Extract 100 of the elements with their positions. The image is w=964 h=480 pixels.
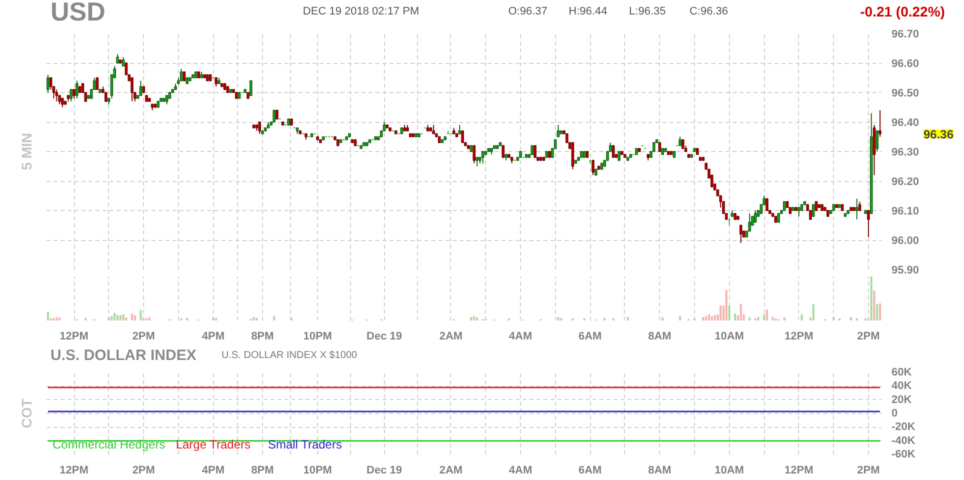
bar: [708, 314, 710, 320]
bar: [714, 315, 716, 320]
x-tick-label: 10AM: [714, 330, 744, 342]
x-tick-label: 4PM: [202, 330, 225, 342]
bar: [850, 316, 852, 320]
bar: [56, 317, 58, 320]
x-tick-label: 8AM: [648, 330, 672, 342]
y-tick-label: -20K: [892, 421, 916, 434]
bar: [740, 304, 742, 320]
text: -0.21 (0.22%): [860, 4, 945, 20]
x-tick-label: 10AM: [714, 464, 744, 476]
y-tick-label: 0: [892, 408, 898, 420]
bar: [84, 318, 87, 320]
text: O:96.37: [508, 6, 548, 18]
candlestick: [472, 145, 476, 164]
candlestick: [502, 145, 505, 158]
bar: [873, 290, 876, 320]
text: H:96.44: [568, 6, 608, 18]
candlestick: [461, 130, 464, 144]
bar: [728, 306, 730, 320]
bar: [705, 316, 708, 320]
x-tick-label: 4PM: [202, 464, 225, 476]
candlestick: [867, 210, 870, 238]
candlestick: [878, 110, 882, 138]
x-tick-label: 4AM: [508, 464, 532, 476]
x-tick-label: 2PM: [857, 464, 880, 476]
candlestick: [55, 89, 58, 102]
y-axis-title: COT: [18, 398, 34, 428]
x-tick-label: 10PM: [303, 464, 332, 476]
bar: [125, 317, 128, 320]
bar: [148, 317, 150, 320]
bar: [110, 316, 113, 320]
candlestick: [96, 77, 99, 90]
bar: [186, 318, 188, 320]
x-tick-label: 8AM: [648, 464, 672, 476]
text: Large Traders: [176, 438, 251, 452]
y-tick-label: -40K: [892, 434, 916, 447]
bar: [763, 314, 766, 320]
candlestick: [534, 145, 536, 158]
bar: [252, 316, 255, 320]
bar: [772, 316, 774, 320]
y-tick-label: 60K: [892, 366, 912, 378]
candlestick: [250, 80, 252, 96]
series-label: Commercial Hedgers: [52, 438, 166, 452]
candlestick: [46, 74, 50, 93]
candlestick: [130, 77, 134, 102]
bar: [256, 318, 258, 320]
candlestick: [556, 124, 560, 138]
bar: [46, 312, 49, 320]
candlestick: [855, 198, 858, 220]
bar: [122, 314, 124, 320]
bar: [734, 313, 736, 320]
text: Small Traders: [268, 438, 342, 452]
candlestick: [876, 130, 879, 152]
x-tick-label: 12PM: [60, 464, 88, 476]
candlestick: [571, 142, 574, 170]
y-axis-title: 5 MIN: [18, 132, 34, 170]
candlestick: [766, 198, 768, 211]
bar: [215, 318, 218, 320]
bar: [757, 316, 760, 320]
x-tick-label: 2AM: [439, 464, 463, 476]
x-tick-label: 6AM: [578, 330, 602, 342]
chart-subtitle: DEC 19 2018 02:17 PM: [302, 6, 420, 18]
bar: [273, 316, 276, 320]
candlestick: [754, 210, 757, 223]
y-tick-label: 96.50: [892, 88, 920, 100]
bar: [870, 276, 872, 320]
x-tick-label: 2AM: [439, 330, 463, 342]
candlestick: [739, 224, 742, 244]
y-tick-label: 96.60: [892, 58, 920, 70]
candlestick: [592, 160, 594, 176]
text: L:96.35: [629, 6, 666, 18]
bar: [476, 317, 478, 320]
bar: [809, 317, 812, 320]
bar: [604, 318, 606, 320]
candlestick: [70, 89, 73, 102]
bar: [766, 310, 768, 320]
bar: [720, 306, 722, 320]
text: C:96.36: [689, 6, 728, 18]
bar: [557, 316, 560, 320]
candlestick: [272, 110, 276, 122]
y-tick-label: 96.00: [892, 235, 920, 247]
x-tick-label: Dec 19: [366, 330, 402, 342]
x-tick-label: 12PM: [60, 330, 88, 342]
bar: [879, 303, 882, 320]
candlestick: [612, 145, 615, 158]
bar: [725, 290, 728, 320]
bar: [812, 304, 814, 320]
bar: [783, 317, 786, 320]
bar: [662, 317, 664, 320]
chart-title: USD: [50, 0, 106, 26]
y-tick-label: 96.40: [892, 117, 920, 129]
bar: [130, 313, 134, 320]
candlestick: [180, 68, 183, 82]
y-tick-label: 40K: [892, 380, 912, 392]
bar: [52, 318, 55, 320]
candlestick: [139, 80, 142, 96]
bar: [626, 316, 629, 320]
x-tick-label: Dec 19: [366, 464, 402, 476]
candlestick: [258, 122, 261, 134]
